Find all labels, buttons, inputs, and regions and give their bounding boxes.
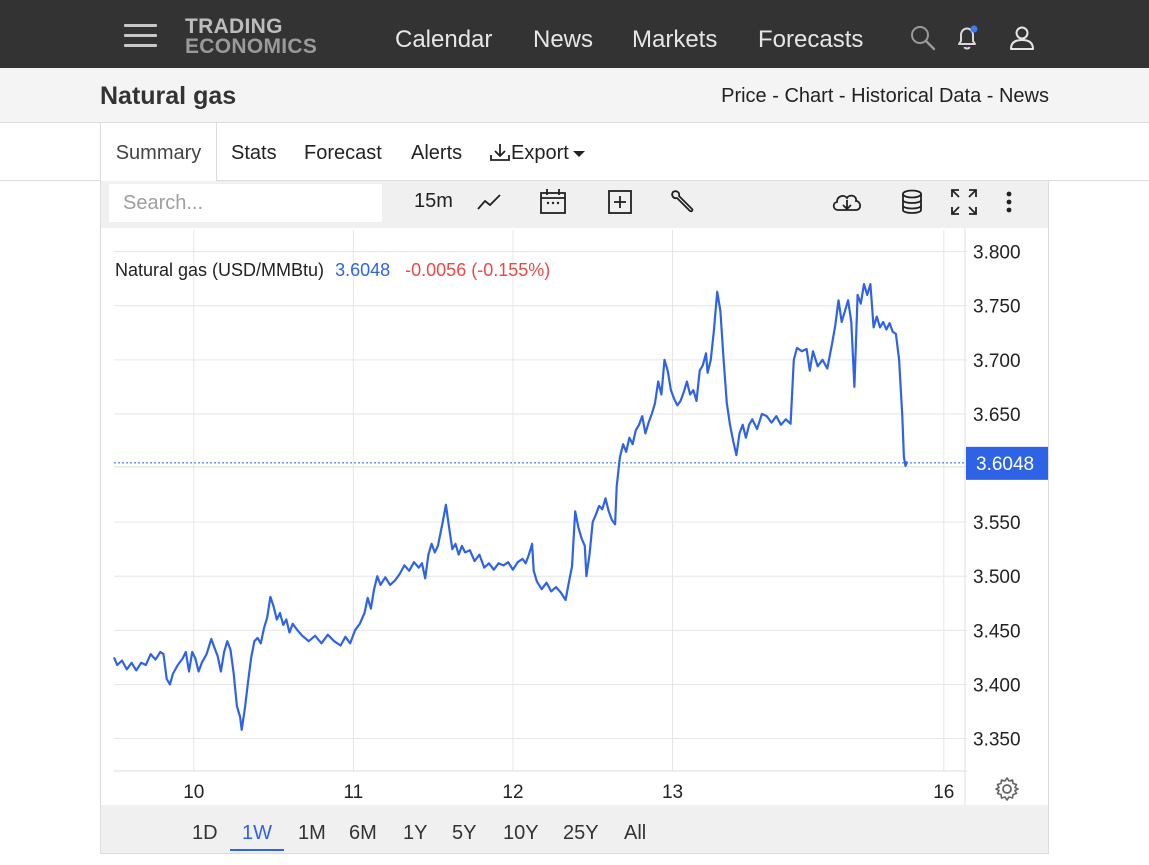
link-chart[interactable]: Chart bbox=[784, 85, 834, 107]
range-1d[interactable]: 1D bbox=[192, 822, 218, 844]
price-tag-label: 3.6048 bbox=[976, 454, 1034, 475]
line-chart-icon[interactable] bbox=[474, 187, 504, 217]
y-tick-label: 3.450 bbox=[973, 621, 1021, 642]
x-tick-label: 10 bbox=[183, 782, 204, 803]
svg-text:Natural gas (USD/MMBtu): Natural gas (USD/MMBtu) 3.6048 -0.0056 (… bbox=[115, 260, 550, 280]
y-tick-label: 3.550 bbox=[973, 513, 1021, 534]
nav-news[interactable]: News bbox=[533, 26, 594, 53]
top-navbar: TRADING ECONOMICS Calendar News Markets … bbox=[0, 0, 1149, 68]
legend-series-name: Natural gas (USD/MMBtu) bbox=[115, 260, 324, 280]
y-tick-label: 3.800 bbox=[973, 243, 1021, 264]
range-1m[interactable]: 1M bbox=[298, 822, 326, 844]
page-header: Natural gas Price - Chart - Historical D… bbox=[0, 68, 1149, 123]
tab-export[interactable]: Export bbox=[489, 142, 585, 165]
y-tick-label: 3.400 bbox=[973, 675, 1021, 696]
settings-gear-icon[interactable] bbox=[995, 777, 1019, 801]
x-tick-label: 13 bbox=[662, 782, 683, 803]
y-tick-label: 3.350 bbox=[973, 730, 1021, 751]
page-title: Natural gas bbox=[100, 82, 237, 110]
x-tick-label: 16 bbox=[933, 782, 954, 803]
price-tag bbox=[966, 446, 1048, 480]
tab-alerts[interactable]: Alerts bbox=[411, 142, 463, 164]
calendar-icon[interactable] bbox=[538, 187, 568, 217]
symbol-search-input[interactable] bbox=[109, 184, 382, 222]
logo[interactable]: TRADING ECONOMICS bbox=[185, 15, 318, 58]
add-indicator-icon[interactable] bbox=[605, 187, 635, 217]
tab-summary[interactable]: Summary bbox=[100, 123, 217, 181]
link-historical-data[interactable]: Historical Data bbox=[851, 85, 982, 107]
nav-forecasts[interactable]: Forecasts bbox=[758, 26, 864, 53]
range-25y[interactable]: 25Y bbox=[563, 822, 599, 844]
wrench-icon[interactable] bbox=[667, 187, 697, 217]
more-options-icon[interactable] bbox=[999, 187, 1019, 217]
range-5y[interactable]: 5Y bbox=[452, 822, 477, 844]
price-series-line bbox=[112, 282, 909, 731]
x-tick-label: 11 bbox=[344, 782, 364, 803]
database-icon[interactable] bbox=[897, 187, 927, 217]
range-1y[interactable]: 1Y bbox=[403, 822, 428, 844]
hamburger-menu-icon[interactable] bbox=[124, 24, 157, 48]
search-icon[interactable] bbox=[909, 24, 937, 52]
fullscreen-icon[interactable] bbox=[949, 187, 979, 217]
link-price[interactable]: Price bbox=[721, 85, 767, 107]
export-label: Export bbox=[511, 142, 569, 164]
tab-forecast[interactable]: Forecast bbox=[304, 142, 382, 164]
tab-stats[interactable]: Stats bbox=[231, 142, 277, 164]
range-6m[interactable]: 6M bbox=[349, 822, 377, 844]
y-tick-label: 3.750 bbox=[973, 297, 1021, 318]
breadcrumb-separator: - bbox=[766, 85, 785, 107]
nav-markets[interactable]: Markets bbox=[632, 26, 718, 53]
chevron-down-icon bbox=[572, 150, 585, 157]
price-chart[interactable]: Natural gas (USD/MMBtu) 3.6048 -0.0056 (… bbox=[101, 228, 1048, 805]
interval-selector[interactable]: 15m bbox=[414, 190, 453, 212]
y-tick-label: 3.650 bbox=[973, 405, 1021, 426]
notification-bell-icon[interactable] bbox=[953, 24, 981, 52]
section-tabs: Summary Stats Forecast Alerts Export bbox=[0, 123, 1149, 181]
chart-panel: 15m bbox=[100, 181, 1049, 854]
logo-line2: ECONOMICS bbox=[185, 35, 318, 58]
nav-calendar[interactable]: Calendar bbox=[395, 26, 493, 53]
user-account-icon[interactable] bbox=[1008, 24, 1036, 52]
breadcrumb: Price - Chart - Historical Data - News bbox=[721, 85, 1049, 108]
y-tick-label: 3.700 bbox=[973, 351, 1021, 372]
logo-line1: TRADING bbox=[185, 15, 283, 38]
cloud-download-icon[interactable] bbox=[830, 187, 864, 217]
breadcrumb-separator: - bbox=[833, 85, 852, 107]
breadcrumb-separator: - bbox=[981, 85, 999, 107]
x-tick-label: 12 bbox=[502, 782, 523, 803]
y-tick-label: 3.500 bbox=[973, 567, 1021, 588]
legend-price: 3.6048 bbox=[335, 260, 390, 280]
download-icon bbox=[490, 144, 510, 161]
legend-change: -0.0056 (-0.155%) bbox=[405, 260, 550, 280]
range-1w[interactable]: 1W bbox=[230, 822, 284, 851]
time-range-bar: 1D 1W 1M 6M 1Y 5Y 10Y 25Y All bbox=[101, 805, 1048, 853]
chart-toolbar: 15m bbox=[101, 181, 1048, 228]
link-news[interactable]: News bbox=[998, 85, 1049, 107]
range-10y[interactable]: 10Y bbox=[503, 822, 539, 844]
range-all[interactable]: All bbox=[624, 822, 647, 844]
